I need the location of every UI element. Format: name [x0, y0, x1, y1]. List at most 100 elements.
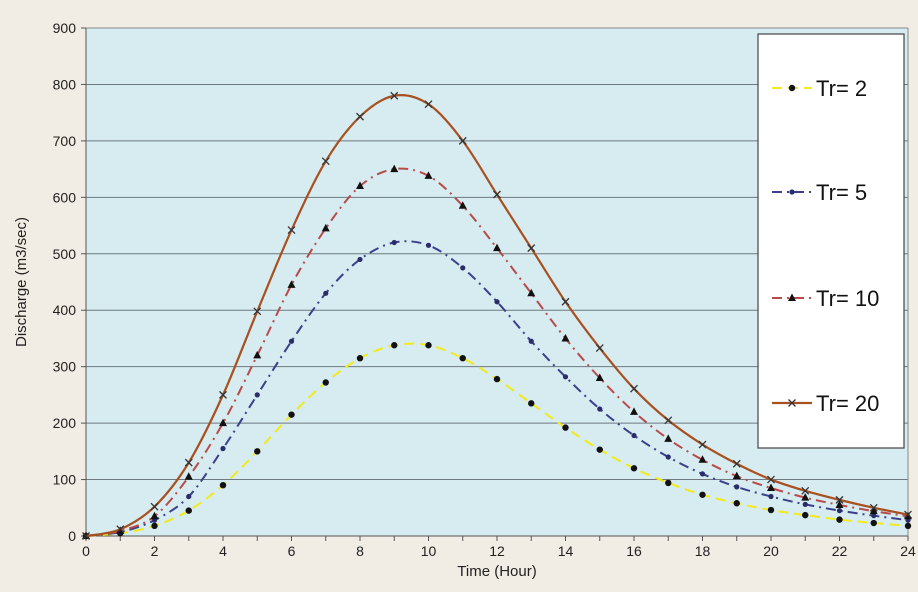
data-point — [630, 384, 638, 393]
data-point — [356, 355, 364, 362]
data-point — [871, 513, 877, 519]
data-point — [835, 495, 844, 504]
y-tick-label: 300 — [53, 359, 77, 375]
data-point — [665, 479, 672, 487]
data-point — [391, 342, 398, 349]
x-tick-label: 12 — [489, 543, 505, 559]
x-tick-label: 10 — [421, 543, 437, 559]
data-point — [321, 157, 330, 166]
data-point — [665, 454, 671, 460]
legend-label: Tr= 20 — [816, 391, 879, 416]
data-point — [904, 510, 912, 519]
data-point — [151, 522, 158, 530]
legend-label: Tr= 2 — [816, 76, 867, 101]
data-point — [186, 493, 192, 500]
data-point — [287, 226, 296, 235]
data-point — [768, 493, 774, 500]
data-point — [767, 483, 775, 492]
data-point — [528, 338, 534, 344]
data-point — [82, 532, 90, 540]
series-1 — [82, 342, 912, 540]
data-point — [391, 239, 397, 246]
x-tick-label: 24 — [900, 543, 916, 559]
x-tick-label: 16 — [626, 543, 642, 559]
data-point — [390, 91, 399, 100]
data-point — [460, 265, 466, 271]
data-point — [595, 344, 604, 352]
x-tick-label: 0 — [82, 543, 90, 559]
data-point — [767, 475, 775, 484]
data-point — [321, 223, 330, 232]
legend-item: Tr= 20 — [772, 391, 879, 416]
data-point — [288, 338, 295, 344]
data-point — [869, 506, 878, 515]
data-point — [424, 171, 433, 179]
legend-item: Tr= 2 — [772, 76, 867, 101]
data-point — [458, 201, 467, 209]
data-point — [802, 501, 808, 507]
series-4 — [82, 91, 912, 540]
data-point — [562, 424, 569, 431]
data-point — [631, 432, 637, 439]
legend-marker — [788, 399, 796, 407]
data-point — [323, 290, 329, 296]
data-point — [424, 100, 433, 109]
data-point — [458, 136, 467, 145]
legend-item: Tr= 10 — [772, 286, 879, 311]
data-point — [528, 400, 535, 407]
y-tick-label: 800 — [53, 76, 77, 92]
data-point — [597, 406, 603, 412]
data-point — [595, 373, 604, 381]
data-point — [356, 112, 364, 121]
legend-marker — [788, 84, 796, 92]
data-point — [561, 297, 570, 306]
data-point — [219, 390, 227, 399]
data-point — [869, 503, 878, 512]
data-point — [562, 374, 569, 380]
series-group — [82, 91, 912, 540]
data-point — [836, 516, 843, 523]
data-point — [287, 280, 296, 288]
data-point — [425, 342, 432, 349]
data-point — [630, 465, 638, 472]
data-point — [802, 511, 809, 519]
x-tick-label: 20 — [763, 543, 779, 559]
data-point — [357, 256, 363, 263]
x-axis-label: Time (Hour) — [457, 563, 536, 580]
data-point — [699, 471, 706, 477]
x-tick-label: 18 — [695, 543, 711, 559]
data-point — [596, 446, 603, 453]
data-point — [698, 455, 707, 463]
data-point — [561, 333, 570, 342]
legend-marker — [789, 189, 795, 195]
data-point — [116, 525, 125, 534]
x-tick-label: 6 — [288, 543, 296, 559]
series-2 — [83, 239, 911, 539]
data-point — [356, 181, 364, 190]
y-axis-label: Discharge (m3/sec) — [13, 217, 30, 347]
data-point — [493, 243, 501, 252]
data-point — [150, 502, 159, 511]
data-point — [185, 507, 192, 514]
data-point — [630, 407, 638, 415]
data-point — [219, 482, 227, 489]
data-point — [220, 445, 226, 452]
data-point — [150, 511, 159, 520]
data-point — [527, 288, 536, 297]
legend-label: Tr= 5 — [816, 180, 867, 205]
data-point — [733, 500, 740, 507]
data-point — [390, 164, 399, 173]
y-tick-label: 0 — [68, 528, 76, 544]
legend-box — [757, 33, 905, 449]
data-point — [801, 486, 810, 495]
x-tick-label: 22 — [832, 543, 848, 559]
data-point — [664, 416, 673, 425]
legend-marker — [788, 293, 796, 301]
data-point — [322, 379, 329, 386]
data-point — [698, 440, 707, 449]
data-point — [184, 458, 193, 467]
data-point — [836, 508, 843, 514]
y-tick-label: 200 — [53, 415, 77, 431]
